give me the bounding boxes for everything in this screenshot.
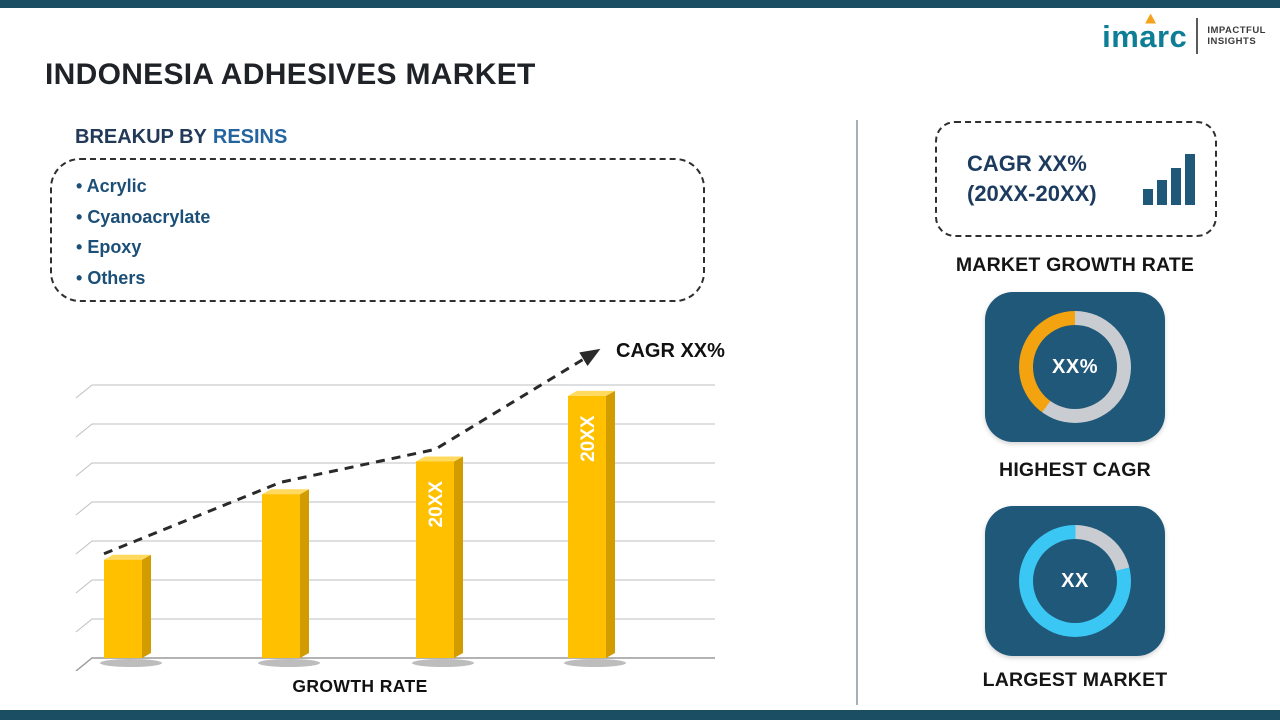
market-growth-rate-label: MARKET GROWTH RATE <box>955 254 1195 276</box>
largest-market-donut: XX <box>1019 525 1131 637</box>
resin-item: Epoxy <box>76 232 703 263</box>
resins-box: AcrylicCyanoacrylateEpoxyOthers <box>50 158 705 302</box>
imarc-logo-text: imarc <box>1102 13 1188 54</box>
resin-item: Others <box>76 263 703 294</box>
resin-list: AcrylicCyanoacrylateEpoxyOthers <box>76 171 703 293</box>
growth-chart: 20XX 20XX <box>75 348 715 672</box>
page-title: INDONESIA ADHESIVES MARKET <box>45 58 536 91</box>
section-heading: BREAKUP BY RESINS <box>75 126 287 149</box>
tagline-line1: IMPACTFUL <box>1207 25 1266 36</box>
svg-text:20XX: 20XX <box>426 481 447 528</box>
highest-cagr-value: XX% <box>1052 355 1098 378</box>
cagr-card-line2: (20XX-20XX) <box>967 181 1097 206</box>
highest-cagr-donut: XX% <box>1019 311 1131 423</box>
growth-rate-label: GROWTH RATE <box>292 676 428 696</box>
top-strip <box>0 0 1280 8</box>
vertical-divider <box>856 120 858 705</box>
growth-chart-area: 20XX 20XX CAGR XX% GROWTH RATE <box>60 336 750 720</box>
svg-text:20XX: 20XX <box>578 415 599 462</box>
section-heading-highlight: RESINS <box>212 126 288 148</box>
resin-item: Acrylic <box>76 171 703 202</box>
bar-chart-icon <box>1143 154 1195 205</box>
largest-market-value: XX <box>1061 569 1089 592</box>
cagr-card-line1: CAGR XX% <box>967 151 1087 176</box>
largest-market-tile: XX <box>985 506 1165 656</box>
highest-cagr-tile: XX% <box>985 292 1165 442</box>
brand-name: imarc <box>1102 18 1188 54</box>
logo-tagline: IMPACTFUL INSIGHTS <box>1207 25 1266 47</box>
section-heading-prefix: BREAKUP BY <box>75 126 207 148</box>
cagr-card: CAGR XX% (20XX-20XX) <box>935 121 1217 237</box>
highest-cagr-donut-hole: XX% <box>1033 325 1117 409</box>
resin-item: Cyanoacrylate <box>76 202 703 233</box>
bottom-strip <box>0 710 1280 720</box>
largest-market-donut-hole: XX <box>1033 539 1117 623</box>
largest-market-label: LARGEST MARKET <box>982 669 1168 691</box>
tagline-line2: INSIGHTS <box>1207 36 1257 47</box>
cagr-card-text: CAGR XX% (20XX-20XX) <box>967 149 1129 209</box>
trend-cagr-label: CAGR XX% <box>616 340 725 362</box>
imarc-logo: imarc IMPACTFUL INSIGHTS <box>1102 13 1266 54</box>
flame-icon <box>1145 13 1157 24</box>
logo-divider <box>1196 18 1199 54</box>
highest-cagr-label: HIGHEST CAGR <box>999 459 1151 481</box>
